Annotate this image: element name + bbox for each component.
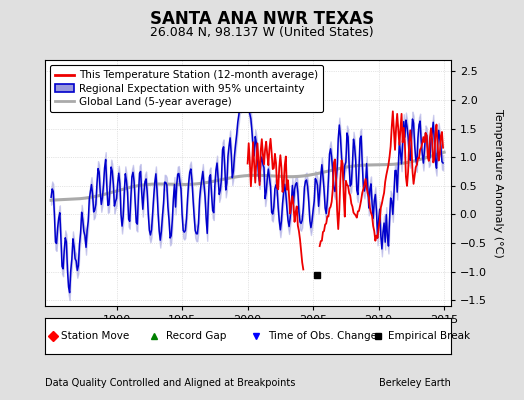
Text: Station Move: Station Move [61,331,129,341]
Text: Time of Obs. Change: Time of Obs. Change [268,331,377,341]
Text: Data Quality Controlled and Aligned at Breakpoints: Data Quality Controlled and Aligned at B… [45,378,295,388]
Text: Berkeley Earth: Berkeley Earth [379,378,451,388]
Y-axis label: Temperature Anomaly (°C): Temperature Anomaly (°C) [493,109,504,257]
Text: Empirical Break: Empirical Break [388,331,470,341]
Legend: This Temperature Station (12-month average), Regional Expectation with 95% uncer: This Temperature Station (12-month avera… [50,65,323,112]
Text: SANTA ANA NWR TEXAS: SANTA ANA NWR TEXAS [150,10,374,28]
Text: Record Gap: Record Gap [167,331,227,341]
Text: 26.084 N, 98.137 W (United States): 26.084 N, 98.137 W (United States) [150,26,374,39]
